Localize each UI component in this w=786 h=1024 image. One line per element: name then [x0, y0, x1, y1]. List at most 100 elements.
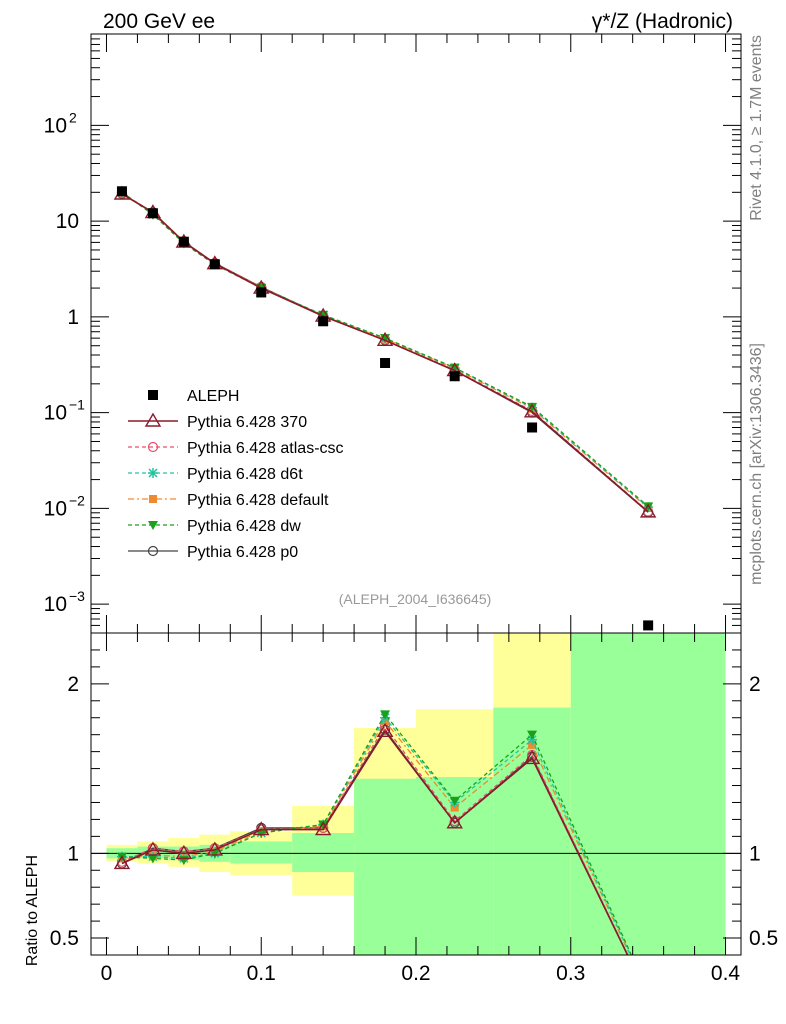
ratio-point-dw-7 [449, 796, 460, 806]
main-series-default [117, 188, 653, 513]
main-y-tick-label-3: 1 [67, 306, 79, 329]
main-line-default [121, 192, 649, 509]
legend-entry-p0: Pythia 6.428 p0 [128, 544, 298, 561]
main-y-tick-label-0: 10 [44, 593, 67, 616]
legend-label-d6t: Pythia 6.428 d6t [187, 466, 303, 483]
legend-entry-p370: Pythia 6.428 370 [128, 412, 307, 431]
ratio-x-tick-label-1: 0.1 [247, 962, 276, 985]
ratio-panel-frame [90, 632, 742, 956]
legend-marker-p370 [144, 412, 162, 427]
ratio-point-p370-1 [144, 841, 162, 856]
main-y-tick-label-1: 10 [44, 497, 67, 520]
main-point-p370-9 [639, 503, 657, 518]
legend-marker-dw [148, 521, 158, 530]
ratio-line-default [121, 719, 631, 955]
ratio-point-default-8 [528, 740, 537, 749]
legend-label-default: Pythia 6.428 default [187, 492, 329, 509]
main-line-dw [121, 191, 649, 507]
ratio-point-dw-6 [380, 710, 391, 720]
main-point-dw-7 [449, 363, 460, 373]
ratio-point-p370-3 [206, 841, 224, 856]
main-y-tick-exp-2: −1 [69, 397, 85, 413]
ratio-point-p370-5 [314, 821, 332, 836]
main-series-dw [116, 188, 654, 512]
ratio-point-p370-6 [376, 722, 394, 737]
main-y-tick-label-4: 10 [56, 210, 79, 233]
main-line-d6t [121, 191, 649, 508]
legend-entry-d6t: Pythia 6.428 d6t [128, 466, 303, 483]
main-series-aleph [116, 186, 654, 631]
main-y-tick-exp-0: −3 [69, 588, 85, 604]
main-y-tick-label-5: 10 [44, 114, 67, 137]
ratio-x-tick-label-4: 0.4 [711, 962, 741, 985]
ratio-point-dw-8 [527, 730, 538, 740]
header-left-title: 200 GeV ee [103, 10, 215, 33]
ratio-y-tick-label-left-1: 1 [67, 842, 79, 865]
green-band-5 [292, 832, 355, 872]
legend-label-dw: Pythia 6.428 dw [187, 518, 301, 535]
main-point-p370-6 [376, 331, 394, 346]
main-y-tick-label-2: 10 [44, 402, 67, 425]
legend-entry-dw: Pythia 6.428 dw [128, 518, 301, 535]
ratio-x-tick-label-0: 0 [101, 962, 113, 985]
main-line-p370 [121, 193, 649, 513]
aleph-point-0 [116, 186, 127, 197]
main-y-tick-exp-1: −2 [69, 492, 85, 508]
ratio-x-tick-label-2: 0.2 [401, 962, 430, 985]
legend-label-p0: Pythia 6.428 p0 [187, 544, 298, 561]
ratio-line-p370 [121, 729, 629, 955]
ratio-series-p370 [113, 722, 629, 955]
ratio-y-axis-label: Ratio to ALEPH [24, 855, 41, 966]
legend-entry-atlas: Pythia 6.428 atlas-csc [128, 440, 344, 457]
ratio-point-p370-0 [113, 855, 131, 870]
green-band-6 [354, 778, 416, 955]
main-point-p370-8 [523, 403, 541, 418]
analysis-watermark: (ALEPH_2004_I636645) [339, 591, 492, 607]
legend-label-atlas: Pythia 6.428 atlas-csc [187, 440, 344, 457]
ratio-line-dw [121, 713, 633, 955]
main-line-atlas [121, 192, 649, 512]
aleph-point-6 [380, 358, 391, 369]
aleph-point-3 [209, 259, 220, 270]
legend-marker-d6t [148, 468, 158, 478]
aleph-point-4 [256, 287, 267, 298]
ratio-point-p370-8 [523, 750, 541, 765]
green-band-4 [230, 841, 293, 864]
legend-marker-atlas [147, 441, 159, 453]
side-label-rivet: Rivet 4.1.0, ≥ 1.7M events [748, 35, 765, 221]
main-series-d6t [116, 187, 654, 513]
main-point-dw-9 [643, 502, 654, 512]
legend-marker-aleph [148, 390, 158, 400]
legend-marker-p0 [147, 545, 159, 557]
ratio-point-dw-5 [318, 820, 329, 830]
aleph-point-9 [643, 620, 654, 631]
green-band-9 [570, 633, 726, 955]
legend-entry-default: Pythia 6.428 default [128, 492, 329, 509]
ratio-y-tick-label-right-0: 0.5 [749, 927, 778, 950]
ratio-point-dw-1 [147, 854, 158, 864]
side-label-mcplots: mcplots.cern.ch [arXiv:1306.3436] [748, 343, 765, 585]
main-line-p0 [121, 193, 649, 513]
legend-label-aleph: ALEPH [187, 388, 239, 405]
aleph-point-5 [318, 316, 329, 327]
aleph-point-8 [527, 422, 538, 433]
header-right-title: γ*/Z (Hadronic) [592, 10, 733, 33]
main-point-dw-8 [527, 402, 538, 412]
main-y-tick-exp-5: 2 [69, 109, 77, 125]
aleph-point-1 [147, 208, 158, 219]
ratio-y-tick-label-right-1: 1 [749, 842, 761, 865]
legend-marker-default [149, 495, 157, 503]
ratio-point-p370-2 [175, 844, 193, 860]
ratio-y-tick-label-left-0: 0.5 [50, 927, 79, 950]
ratio-point-dw-3 [209, 849, 220, 859]
legend-label-p370: Pythia 6.428 370 [187, 414, 307, 431]
ratio-point-default-7 [450, 803, 459, 812]
ratio-y-tick-label-right-2: 2 [749, 673, 761, 696]
ratio-point-p370-4 [253, 821, 270, 836]
ratio-point-p370-7 [446, 814, 463, 829]
ratio-y-tick-label-left-2: 2 [67, 673, 79, 696]
aleph-point-2 [178, 236, 189, 247]
ratio-x-tick-label-3: 0.3 [556, 962, 585, 985]
legend-entry-aleph: ALEPH [148, 388, 239, 405]
